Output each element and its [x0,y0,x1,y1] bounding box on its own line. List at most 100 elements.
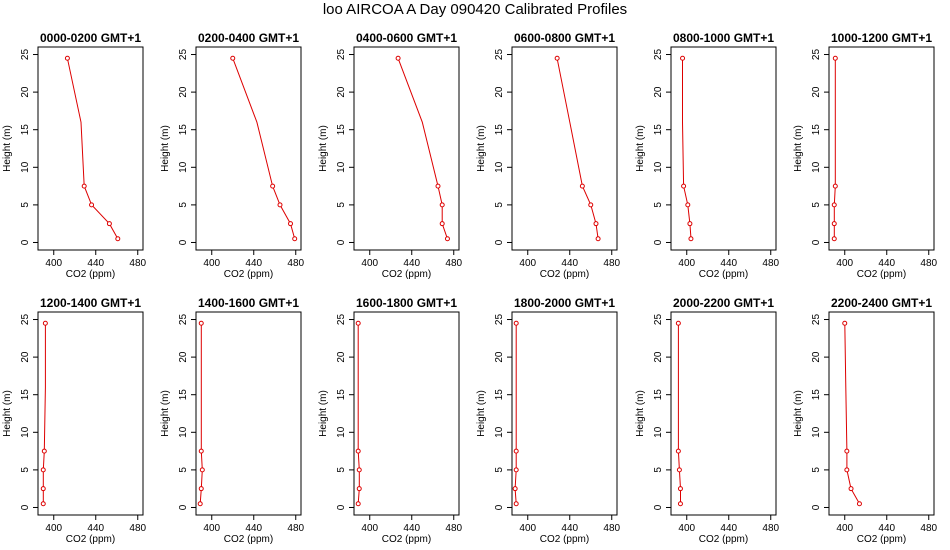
y-tick-label: 20 [336,351,347,363]
data-point [848,486,854,492]
x-tick-label: 440 [720,258,737,269]
x-tick-label: 440 [561,523,578,534]
panel-title: 2200-2400 GMT+1 [831,296,932,310]
data-point [675,320,681,326]
x-axis-label: CO2 (ppm) [540,534,589,545]
data-point [199,467,205,473]
data-point [513,467,519,473]
data-point [42,320,48,326]
profile-line [232,58,296,239]
data-point [831,236,837,242]
x-tick-label: 480 [287,523,304,534]
y-tick-label: 0 [653,504,664,510]
y-tick-label: 25 [653,314,664,326]
x-tick-label: 440 [245,258,262,269]
data-point [513,320,519,326]
data-point [40,501,46,507]
y-tick-label: 5 [20,467,31,473]
profile-line [357,323,360,504]
y-tick-label: 20 [494,86,505,98]
data-point [444,236,450,242]
y-tick-label: 5 [494,202,505,208]
data-point [439,202,445,208]
y-tick-label: 20 [20,86,31,98]
y-tick-label: 25 [811,314,822,326]
x-tick-label: 400 [519,258,536,269]
data-point [513,448,519,454]
panel-title: 0200-0400 GMT+1 [198,31,299,45]
panel-title: 1400-1600 GMT+1 [198,296,299,310]
y-tick-label: 0 [178,239,189,245]
profile-line [514,323,517,504]
y-tick-label: 0 [494,239,505,245]
data-point [512,486,518,492]
data-point [115,236,121,242]
y-tick-label: 5 [811,202,822,208]
y-tick-label: 5 [20,202,31,208]
y-tick-label: 15 [336,389,347,401]
y-axis-label: Height (m) [793,125,804,172]
y-tick-label: 5 [811,467,822,473]
data-point [395,55,401,61]
y-axis-label: Height (m) [476,125,487,172]
panel-title: 1800-2000 GMT+1 [514,296,615,310]
plot-frame [195,311,302,516]
y-tick-label: 15 [653,389,664,401]
profile-line [42,323,46,504]
data-point [356,486,362,492]
y-tick-label: 25 [178,314,189,326]
data-point [355,448,361,454]
data-point [831,202,837,208]
y-tick-label: 25 [336,314,347,326]
data-point [579,183,585,189]
data-point [198,486,204,492]
panel-4: 0600-0800 GMT+1 400 440 480 0 5 10 15 20 25 CO2 (p… [476,31,621,280]
x-axis-label: CO2 (ppm) [382,534,431,545]
panel-11: 2000-2200 GMT+1 400 440 480 0 5 10 15 20 25 CO2 (p… [635,296,780,545]
data-point [554,55,560,61]
y-tick-label: 10 [336,161,347,173]
x-axis-label: CO2 (ppm) [66,269,115,280]
plot-frame [511,46,618,251]
data-point [593,221,599,227]
plot-frame [670,311,777,516]
data-point [439,221,445,227]
x-tick-label: 440 [245,523,262,534]
panel-title: 0000-0200 GMT+1 [40,31,141,45]
x-tick-label: 480 [920,523,937,534]
y-tick-label: 20 [811,86,822,98]
x-tick-label: 400 [678,258,695,269]
data-point [64,55,70,61]
panel-title: 1600-1800 GMT+1 [356,296,457,310]
y-tick-label: 5 [494,467,505,473]
data-point [588,202,594,208]
data-point [687,221,693,227]
data-point [680,55,686,61]
y-tick-label: 10 [811,161,822,173]
x-axis-label: CO2 (ppm) [540,269,589,280]
panel-5: 0800-1000 GMT+1 400 440 480 0 5 10 15 20 25 CO2 (p… [635,31,780,280]
data-point [842,320,848,326]
y-tick-label: 5 [178,467,189,473]
y-tick-label: 15 [811,389,822,401]
x-axis-label: CO2 (ppm) [382,269,431,280]
data-point [81,183,87,189]
plot-frame [353,311,460,516]
x-tick-label: 400 [836,523,853,534]
y-tick-label: 20 [178,351,189,363]
y-tick-label: 15 [494,389,505,401]
y-axis-label: Height (m) [318,125,329,172]
data-point [435,183,441,189]
profile-line [682,58,692,239]
panel-12: 2200-2400 GMT+1 400 440 480 0 5 10 15 20 25 CO2 (p… [793,296,938,545]
data-point [832,183,838,189]
x-tick-label: 480 [603,523,620,534]
y-tick-label: 5 [653,467,664,473]
y-axis-label: Height (m) [2,390,13,437]
y-tick-label: 5 [653,202,664,208]
x-tick-label: 400 [836,258,853,269]
y-tick-label: 5 [336,467,347,473]
plot-frame [828,311,935,516]
y-tick-label: 25 [20,49,31,61]
